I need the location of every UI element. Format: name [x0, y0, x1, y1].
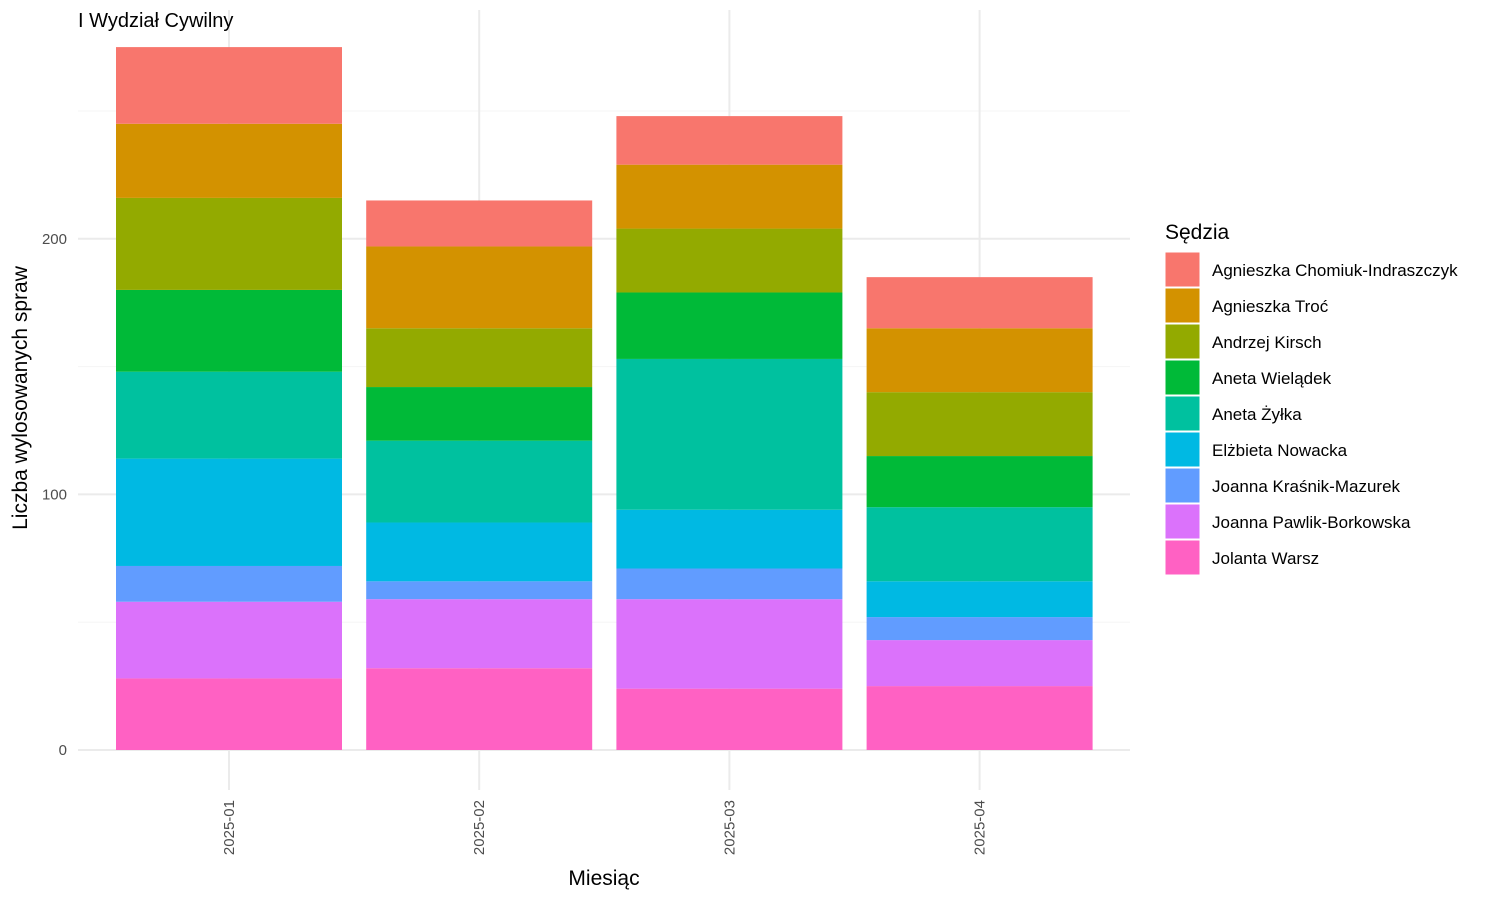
bar-segment — [366, 387, 593, 441]
bar-segment — [616, 568, 843, 600]
bar-segment — [366, 668, 593, 750]
legend-key — [1164, 467, 1201, 504]
legend-label: Joanna Kraśnik-Mazurek — [1212, 477, 1401, 496]
bar-segment — [116, 123, 342, 198]
legend-key — [1164, 359, 1201, 396]
legend-label: Jolanta Warsz — [1212, 549, 1319, 568]
legend-key — [1164, 287, 1201, 324]
legend-label: Joanna Pawlik-Borkowska — [1212, 513, 1411, 532]
y-tick-label: 0 — [59, 742, 67, 759]
bar-segment — [866, 277, 1093, 329]
bar-segment — [116, 289, 342, 372]
legend-key — [1164, 539, 1201, 576]
bar-segment — [616, 599, 843, 689]
bar-segment — [366, 581, 593, 600]
x-tick-label: 2025-02 — [471, 800, 488, 855]
legend-label: Andrzej Kirsch — [1212, 333, 1322, 352]
bar-segment — [116, 601, 342, 679]
bar-segment — [866, 640, 1093, 687]
bar-segment — [616, 509, 843, 569]
legend-label: Agnieszka Troć — [1212, 297, 1329, 316]
x-tick-label: 2025-04 — [972, 800, 989, 855]
x-axis-title: Miesiąc — [568, 867, 639, 890]
bar-segment — [866, 392, 1093, 457]
x-tick-label: 2025-01 — [221, 800, 238, 855]
x-tick-label: 2025-03 — [721, 800, 738, 855]
bar-segment — [116, 458, 342, 566]
legend-label: Elżbieta Nowacka — [1212, 441, 1348, 460]
y-tick-label: 200 — [42, 231, 67, 248]
bar-segment — [366, 200, 593, 247]
legend-title: Sędzia — [1165, 221, 1230, 244]
bar-segment — [616, 688, 843, 750]
bar-segment — [866, 456, 1093, 508]
bar-segment — [116, 197, 342, 290]
bar-segment — [616, 116, 843, 165]
bar-segment — [366, 246, 593, 329]
legend-key — [1164, 251, 1201, 288]
bar-segment — [366, 328, 593, 388]
bar-segment — [866, 328, 1093, 393]
chart-title: I Wydział Cywilny — [78, 10, 233, 32]
legend-label: Aneta Żyłka — [1212, 405, 1302, 424]
legend-label: Aneta Wielądek — [1212, 369, 1332, 388]
legend-label: Agnieszka Chomiuk-Indraszczyk — [1212, 261, 1458, 280]
legend-key — [1164, 395, 1201, 432]
axis-layer: 0 100 200 2025-01 2025-02 2025-03 2025-04 — [42, 231, 989, 855]
legend-key — [1164, 323, 1201, 360]
bar-segment — [866, 581, 1093, 618]
bar-segment — [116, 565, 342, 602]
bar-segment — [366, 599, 593, 669]
legend: Sędzia Agnieszka Chomiuk-Indraszczyk Agni… — [1164, 221, 1458, 576]
y-tick-label: 100 — [42, 486, 67, 503]
bar-segment — [616, 358, 843, 510]
bar-segment — [866, 507, 1093, 582]
bars-layer — [116, 47, 1093, 750]
bar-segment — [116, 678, 342, 750]
bar-segment — [616, 228, 843, 293]
bar-segment — [366, 522, 593, 582]
legend-key — [1164, 431, 1201, 468]
bar-segment — [616, 164, 843, 229]
bar-segment — [866, 686, 1093, 750]
bar-segment — [366, 440, 593, 523]
y-axis-title: Liczba wylosowanych spraw — [9, 265, 32, 530]
legend-key — [1164, 503, 1201, 540]
bar-segment — [116, 371, 342, 459]
bar-segment — [116, 47, 342, 124]
bar-segment — [616, 292, 843, 359]
bar-segment — [866, 617, 1093, 641]
